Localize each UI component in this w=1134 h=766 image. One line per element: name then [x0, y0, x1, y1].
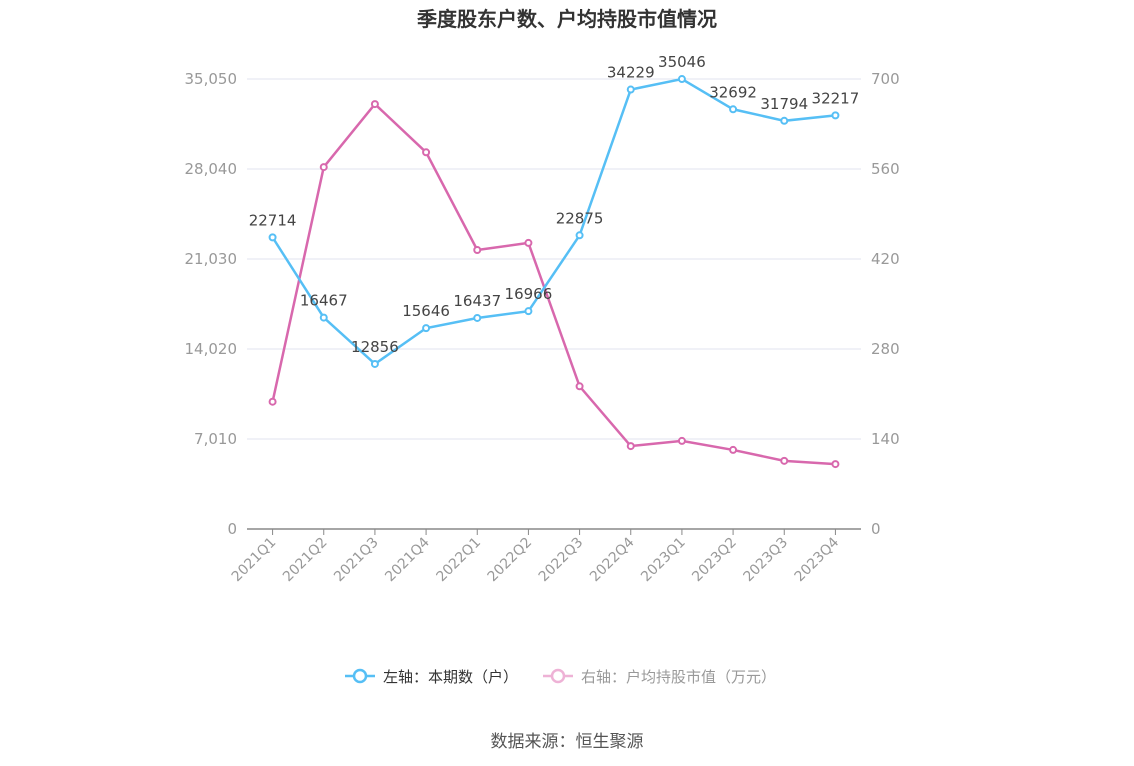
data-point	[575, 231, 584, 240]
data-point	[626, 442, 635, 451]
data-point	[626, 85, 635, 94]
data-point	[268, 397, 277, 406]
x-tick-label: 2023Q3	[740, 535, 791, 586]
data-point	[524, 238, 533, 247]
right-tick-label: 560	[871, 160, 900, 178]
right-tick-label: 700	[871, 70, 900, 88]
x-tick-label: 2022Q1	[433, 535, 484, 586]
left-tick-label: 35,050	[185, 70, 238, 88]
series-line	[271, 102, 836, 466]
data-label: 31794	[760, 95, 808, 113]
x-tick-label: 2021Q4	[382, 534, 433, 585]
data-label: 35046	[658, 53, 706, 71]
x-tick-label: 2023Q2	[689, 535, 740, 586]
data-point	[831, 460, 840, 469]
left-tick-label: 0	[227, 520, 237, 538]
x-tick-label: 2021Q2	[280, 535, 331, 586]
data-label: 15646	[402, 302, 450, 320]
data-point	[575, 382, 584, 391]
data-point	[370, 100, 379, 109]
data-point	[268, 233, 277, 242]
data-label: 16437	[453, 292, 501, 310]
x-tick-label: 2022Q2	[485, 535, 536, 586]
data-point	[729, 445, 738, 454]
data-point	[677, 436, 686, 445]
left-tick-label: 7,010	[194, 430, 237, 448]
right-tick-label: 420	[871, 250, 900, 268]
data-point	[422, 324, 431, 333]
legend-marker	[352, 668, 368, 684]
data-label: 16467	[300, 292, 348, 310]
left-tick-label: 21,030	[185, 250, 238, 268]
data-point	[319, 313, 328, 322]
data-label: 22875	[556, 209, 604, 227]
x-tick-label: 2022Q4	[587, 534, 638, 585]
data-point	[831, 111, 840, 120]
left-tick-label: 28,040	[185, 160, 238, 178]
data-point	[729, 105, 738, 114]
data-point	[473, 313, 482, 322]
legend-marker	[550, 668, 566, 684]
data-point	[319, 163, 328, 172]
legend-label: 左轴：本期数（户）	[383, 668, 518, 686]
right-tick-label: 280	[871, 340, 900, 358]
x-tick-label: 2023Q4	[792, 534, 843, 585]
chart-title: 季度股东户数、户均持股市值情况	[416, 7, 717, 31]
data-label: 34229	[607, 64, 655, 82]
data-point	[370, 359, 379, 368]
data-label: 32692	[709, 83, 757, 101]
left-tick-label: 14,020	[185, 340, 238, 358]
x-tick-label: 2023Q1	[638, 535, 689, 586]
data-label: 16966	[505, 285, 553, 303]
data-point	[677, 75, 686, 84]
right-tick-label: 140	[871, 430, 900, 448]
right-tick-label: 0	[871, 520, 881, 538]
data-label: 32217	[812, 89, 860, 107]
series-line	[271, 77, 836, 366]
x-tick-label: 2021Q1	[229, 535, 280, 586]
x-tick-label: 2021Q3	[331, 535, 382, 586]
source-note: 数据来源：恒生聚源	[491, 732, 644, 752]
data-point	[780, 456, 789, 465]
data-label: 12856	[351, 338, 399, 356]
data-point	[524, 307, 533, 316]
data-point	[422, 148, 431, 157]
data-point	[780, 116, 789, 125]
x-tick-label: 2022Q3	[536, 535, 587, 586]
data-point	[473, 246, 482, 254]
data-label: 22714	[249, 211, 297, 229]
legend-label: 右轴：户均持股市值（万元）	[581, 668, 776, 686]
